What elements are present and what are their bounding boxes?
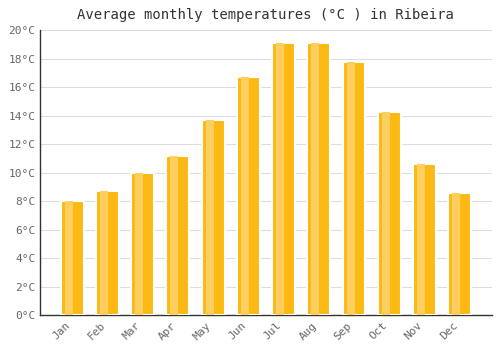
Bar xyxy=(342,62,365,315)
Bar xyxy=(382,112,390,315)
Bar xyxy=(378,112,400,315)
Bar xyxy=(272,43,295,315)
Bar xyxy=(166,156,190,315)
Bar xyxy=(96,191,119,315)
Bar xyxy=(135,173,143,315)
Bar xyxy=(417,164,425,315)
Bar xyxy=(206,120,214,315)
Bar xyxy=(60,202,84,315)
Bar xyxy=(100,191,108,315)
Bar xyxy=(312,43,320,315)
Bar xyxy=(170,156,178,315)
Bar xyxy=(241,77,249,315)
Bar xyxy=(64,202,72,315)
Bar xyxy=(276,43,284,315)
Bar xyxy=(452,193,460,315)
Bar xyxy=(308,43,330,315)
Bar xyxy=(448,193,471,315)
Bar xyxy=(413,164,436,315)
Bar xyxy=(237,77,260,315)
Bar xyxy=(202,120,224,315)
Title: Average monthly temperatures (°C ) in Ribeira: Average monthly temperatures (°C ) in Ri… xyxy=(78,8,454,22)
Bar xyxy=(346,62,354,315)
Bar xyxy=(131,173,154,315)
